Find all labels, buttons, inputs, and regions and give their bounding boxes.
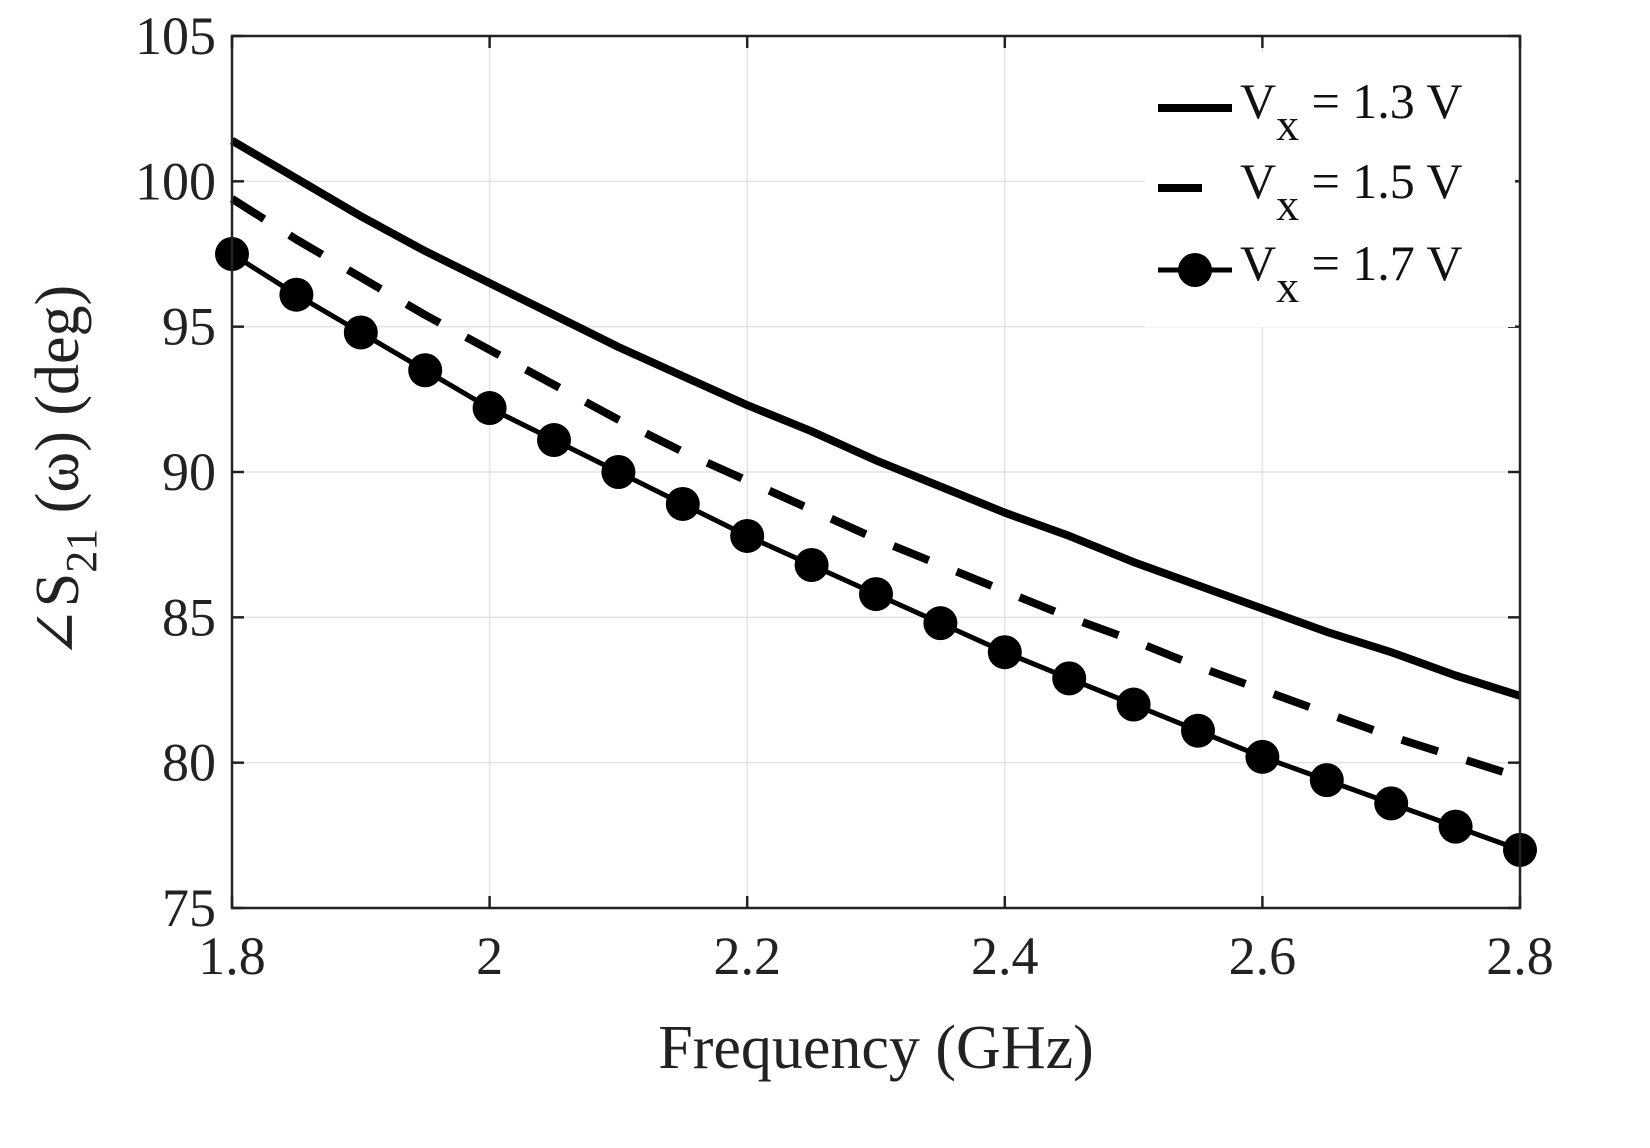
legend-label-base: V: [1240, 235, 1276, 291]
series-3-marker: [1181, 713, 1215, 748]
series-3-marker: [794, 548, 829, 583]
series-3-marker: [1052, 661, 1087, 696]
x-tick-label: 2.2: [713, 926, 781, 986]
legend-label-rest: = 1.3 V: [1299, 73, 1462, 129]
y-axis-title-angle: ∠S: [24, 573, 92, 659]
legend-marker-3: [1178, 253, 1212, 287]
series-3-marker: [408, 353, 443, 388]
x-tick-label: 2.4: [971, 926, 1039, 986]
series-3-marker: [343, 315, 378, 350]
x-tick-label: 1.8: [198, 926, 266, 986]
series-3-marker: [665, 486, 700, 521]
y-tick-label: 95: [162, 297, 216, 357]
series-3-marker: [987, 635, 1022, 670]
series-3-marker: [279, 277, 314, 312]
y-tick-label: 90: [162, 442, 216, 502]
series-3-marker: [730, 518, 765, 553]
series-line-2: [229, 195, 1522, 782]
tick-labels: 1.8 2 2.2 2.4 2.6 2.8 75 80 85 90 95 100 105: [135, 6, 1554, 986]
series-3-marker: [1245, 739, 1280, 774]
legend-label-2: Vx = 1.5 V: [1240, 153, 1463, 230]
legend-label-subscript: x: [1276, 261, 1299, 312]
y-axis-title: ∠S21 (ω) (deg): [24, 285, 106, 659]
y-tick-label: 100: [135, 151, 216, 211]
series-3-marker: [601, 455, 636, 489]
legend: Vx = 1.3 VVx = 1.5 VVx = 1.7 V: [1145, 52, 1515, 327]
series-3-marker: [472, 391, 507, 426]
y-axis-title-subscript: 21: [57, 529, 106, 573]
series-3-marker: [1374, 786, 1409, 821]
x-axis-title: Frequency (GHz): [658, 1014, 1094, 1082]
x-tick-label: 2.6: [1229, 926, 1297, 986]
legend-label-rest: = 1.7 V: [1299, 235, 1462, 291]
series-3-marker: [537, 423, 571, 458]
y-tick-label: 105: [135, 6, 216, 66]
tick-marks: [230, 34, 1522, 910]
series-line-3: [230, 251, 1521, 853]
legend-label-subscript: x: [1276, 179, 1299, 230]
legend-label-rest: = 1.5 V: [1299, 153, 1462, 209]
x-tick-label: 2: [476, 926, 503, 986]
legend-label-base: V: [1240, 153, 1276, 209]
y-tick-label: 80: [162, 733, 216, 793]
y-axis-title-rest: (ω) (deg): [24, 285, 92, 529]
legend-label-subscript: x: [1276, 99, 1299, 150]
y-tick-label: 85: [162, 587, 216, 647]
series-line-1: [229, 137, 1522, 700]
series-3-marker: [923, 606, 958, 641]
legend-label-1: Vx = 1.3 V: [1240, 73, 1463, 150]
series-3-marker: [1116, 687, 1151, 722]
series-3-marker: [859, 577, 893, 612]
legend-label-3: Vx = 1.7 V: [1240, 235, 1463, 312]
x-tick-label: 2.8: [1486, 926, 1554, 986]
y-tick-label: 75: [162, 878, 216, 938]
series-layer: [215, 137, 1537, 867]
legend-label-base: V: [1240, 73, 1276, 129]
series-3-marker: [1309, 763, 1344, 798]
series-3-marker: [1438, 809, 1473, 844]
